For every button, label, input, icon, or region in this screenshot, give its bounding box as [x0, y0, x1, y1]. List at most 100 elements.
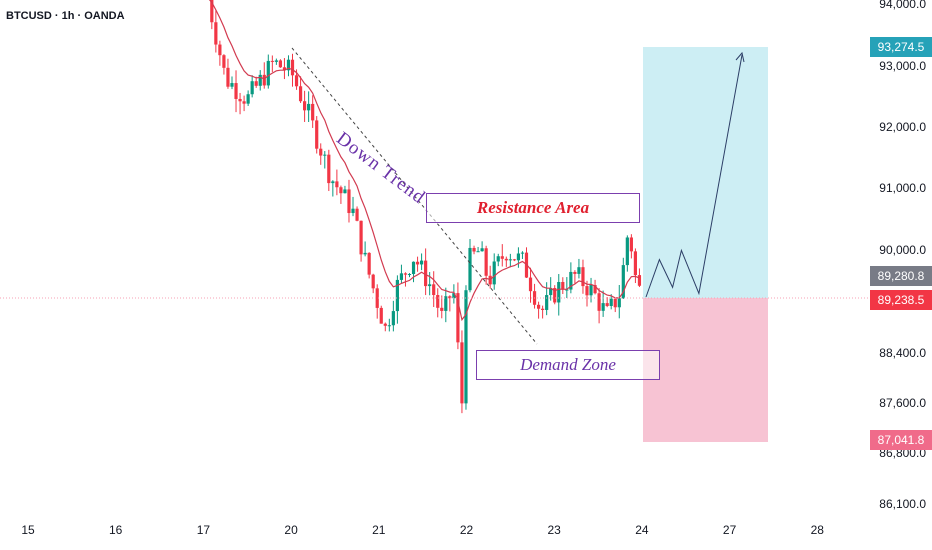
candle-body	[609, 298, 613, 306]
candle-body	[516, 253, 521, 261]
candle-body	[250, 81, 254, 95]
down-trend-line	[291, 47, 538, 345]
candle-body	[286, 59, 291, 71]
candle-body	[581, 267, 585, 287]
candle-body	[303, 101, 307, 111]
time-tick-label: 20	[284, 523, 298, 537]
candle-body	[351, 208, 355, 214]
candle-body	[395, 279, 399, 312]
candle-body	[419, 260, 424, 265]
candle-body	[448, 296, 452, 299]
candle-body	[407, 274, 412, 276]
candle-body	[387, 325, 391, 327]
candle-body	[254, 81, 258, 86]
symbol-title: BTCUSD · 1h · OANDA	[6, 10, 125, 22]
candle-body	[629, 237, 633, 252]
stop-price-badge: 87,041.8	[870, 430, 932, 450]
price-tick-label: 90,000.0	[879, 243, 926, 257]
candle-body	[492, 261, 496, 285]
projection-arrowhead	[735, 51, 745, 63]
candle-body	[605, 303, 609, 306]
candle-body	[589, 285, 593, 296]
time-tick-label: 22	[459, 523, 474, 537]
stop-loss-zone	[643, 298, 768, 442]
candle-body	[294, 75, 299, 87]
candle-body	[210, 0, 214, 23]
candle-body	[331, 181, 335, 184]
candle-body	[391, 311, 395, 326]
candle-body	[270, 60, 274, 62]
candle-body	[222, 55, 226, 68]
candle-body	[311, 103, 315, 121]
candle-body	[335, 181, 339, 188]
candle-body	[234, 83, 238, 99]
candle-body	[238, 98, 242, 102]
candlestick-series	[208, 0, 642, 414]
price-tick-label: 92,000.0	[879, 120, 926, 134]
candle-body	[597, 293, 601, 311]
candle-body	[617, 298, 621, 308]
candle-body	[496, 256, 500, 262]
candle-body	[553, 288, 557, 303]
candle-body	[411, 261, 416, 275]
candle-body	[573, 271, 577, 274]
candle-body	[230, 83, 234, 87]
candle-body	[379, 307, 383, 324]
resistance-area-label: Resistance Area	[476, 198, 590, 217]
candle-body	[327, 154, 331, 184]
candle-body	[593, 285, 597, 294]
candle-body	[226, 67, 230, 87]
price-tick-label: 87,600.0	[879, 396, 926, 410]
chart-overlays	[0, 47, 870, 345]
profit-target-zone	[643, 47, 768, 298]
projection-path	[645, 54, 743, 298]
candle-body	[508, 259, 512, 261]
candle-body	[613, 298, 617, 308]
candle-body	[339, 187, 343, 194]
candle-body	[258, 74, 262, 86]
demand-zone-label: Demand Zone	[520, 355, 616, 374]
time-tick-label: 27	[722, 523, 737, 537]
candle-body	[214, 22, 218, 45]
price-tick-label: 86,100.0	[879, 497, 926, 511]
candle-body	[290, 59, 295, 76]
candle-body	[298, 86, 303, 102]
candle-body	[432, 284, 436, 296]
time-tick-label: 15	[21, 523, 35, 537]
candle-body	[460, 342, 464, 404]
price-tick-label: 93,000.0	[879, 59, 926, 73]
candle-body	[585, 286, 589, 296]
candle-body	[472, 247, 476, 252]
candle-body	[315, 120, 319, 149]
candle-body	[262, 74, 266, 86]
candle-body	[468, 247, 472, 291]
last-price-badge: 89,238.5	[870, 290, 932, 310]
candle-body	[347, 189, 351, 214]
candle-body	[307, 103, 311, 111]
time-tick-label: 23	[547, 523, 561, 537]
candle-body	[415, 261, 420, 265]
candle-body	[549, 288, 553, 296]
candle-body	[545, 295, 549, 310]
candle-body	[601, 303, 605, 311]
candle-body	[218, 44, 222, 56]
target-price-badge: 93,274.5	[870, 37, 932, 57]
candle-body	[371, 274, 375, 289]
candle-body	[444, 296, 448, 311]
candle-body	[343, 189, 347, 194]
resistance-area-box: Resistance Area	[426, 193, 640, 223]
candle-body	[242, 101, 246, 104]
entry-price-badge: 89,280.8	[870, 266, 932, 286]
candle-body	[557, 281, 561, 303]
candle-body	[541, 308, 545, 310]
candle-body	[359, 220, 363, 255]
candle-body	[403, 273, 408, 275]
candle-body	[520, 252, 525, 254]
candle-body	[424, 260, 428, 287]
candle-body	[464, 290, 468, 404]
candle-body	[436, 295, 440, 308]
time-tick-label: 28	[810, 523, 824, 537]
candle-body	[484, 248, 488, 276]
time-tick-label: 17	[196, 523, 211, 537]
